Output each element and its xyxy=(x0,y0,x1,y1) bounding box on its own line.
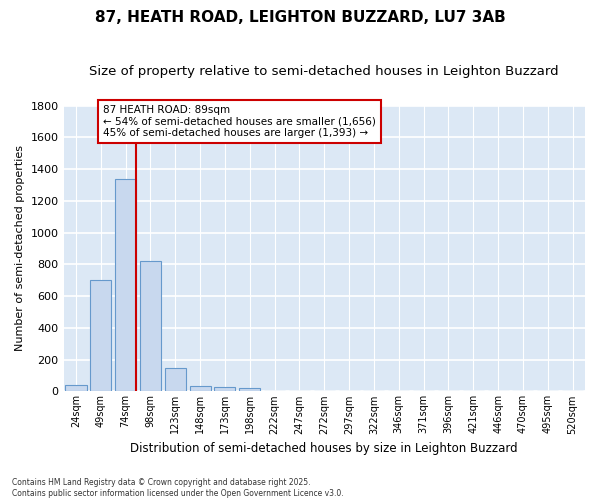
Bar xyxy=(140,261,161,392)
Bar xyxy=(214,388,235,392)
Bar xyxy=(190,386,211,392)
Bar xyxy=(90,280,112,392)
Bar xyxy=(239,388,260,392)
Bar xyxy=(165,368,186,392)
Text: Contains HM Land Registry data © Crown copyright and database right 2025.
Contai: Contains HM Land Registry data © Crown c… xyxy=(12,478,344,498)
Text: 87, HEATH ROAD, LEIGHTON BUZZARD, LU7 3AB: 87, HEATH ROAD, LEIGHTON BUZZARD, LU7 3A… xyxy=(95,10,505,25)
Text: 87 HEATH ROAD: 89sqm
← 54% of semi-detached houses are smaller (1,656)
45% of se: 87 HEATH ROAD: 89sqm ← 54% of semi-detac… xyxy=(103,105,376,138)
Title: Size of property relative to semi-detached houses in Leighton Buzzard: Size of property relative to semi-detach… xyxy=(89,65,559,78)
X-axis label: Distribution of semi-detached houses by size in Leighton Buzzard: Distribution of semi-detached houses by … xyxy=(130,442,518,455)
Bar xyxy=(115,180,136,392)
Bar xyxy=(65,385,86,392)
Y-axis label: Number of semi-detached properties: Number of semi-detached properties xyxy=(15,146,25,352)
